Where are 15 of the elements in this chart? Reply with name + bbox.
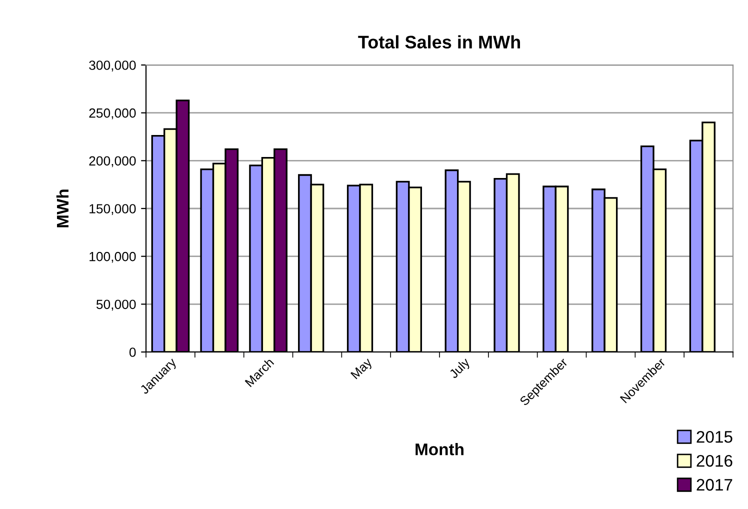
y-tick-label: 100,000 [90, 252, 136, 263]
x-axis-title: Month [416, 443, 464, 456]
y-tick-label: 50,000 [96, 300, 136, 311]
y-tick-label: 250,000 [89, 108, 136, 120]
legend-label: 2016 [696, 454, 732, 467]
x-tick-label: May [350, 357, 374, 382]
y-tick-label: 150,000 [90, 204, 136, 215]
y-tick-label: 0 [129, 348, 136, 357]
y-axis-title: MWh [56, 190, 68, 228]
x-tick-label: July [448, 356, 472, 381]
chart-title: Total Sales in MWh [358, 35, 520, 49]
y-tick-label: 200,000 [89, 156, 136, 168]
legend-label: 2015 [696, 430, 732, 443]
legend-label: 2017 [696, 478, 732, 491]
y-tick-label: 300,000 [89, 60, 136, 72]
